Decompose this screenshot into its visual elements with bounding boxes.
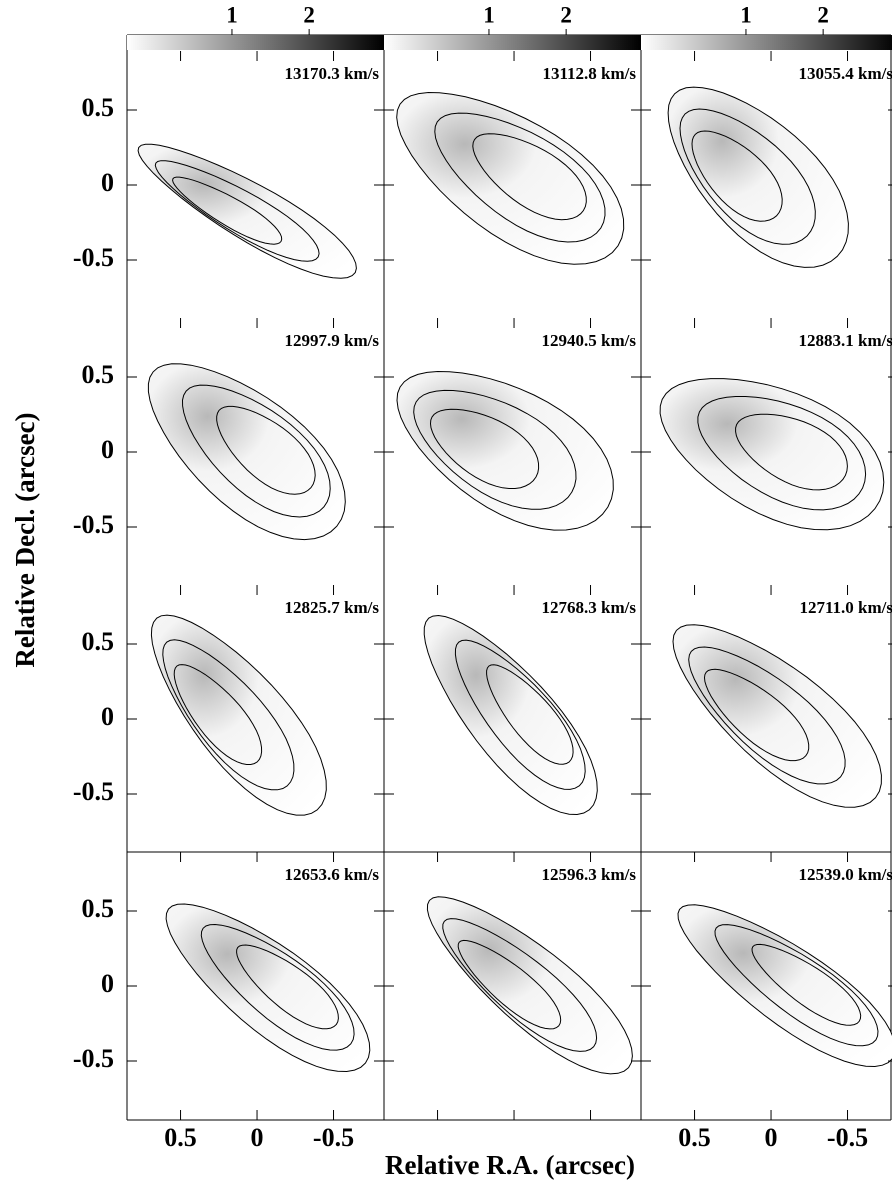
contour bbox=[442, 918, 598, 1052]
panel-label: 13170.3 km/s bbox=[285, 64, 380, 83]
contour bbox=[457, 939, 562, 1030]
contour bbox=[714, 924, 879, 1047]
contour bbox=[486, 664, 574, 765]
panel-label: 13055.4 km/s bbox=[799, 64, 892, 83]
y-tick-label: 0 bbox=[101, 168, 114, 197]
emission-region bbox=[659, 378, 885, 531]
y-axis-label: Relative Decl. (arcsec) bbox=[10, 412, 40, 667]
contour bbox=[703, 668, 810, 762]
y-tick-label: -0.5 bbox=[73, 243, 114, 272]
y-tick-label: 0 bbox=[101, 435, 114, 464]
x-tick-label: 0.5 bbox=[164, 1123, 197, 1152]
panel-label: 12653.6 km/s bbox=[285, 865, 380, 884]
contour bbox=[454, 639, 586, 790]
colorbar-tick-label: 1 bbox=[740, 2, 752, 27]
panel-label: 12539.0 km/s bbox=[799, 865, 892, 884]
colorbar-tick-label: 2 bbox=[817, 2, 829, 27]
contour bbox=[697, 396, 867, 511]
x-tick-label: -0.5 bbox=[827, 1123, 868, 1152]
panel-label: 13112.8 km/s bbox=[542, 64, 636, 83]
emission-region bbox=[423, 614, 598, 816]
panel-label: 12768.3 km/s bbox=[542, 598, 637, 617]
contour bbox=[679, 108, 816, 245]
y-tick-label: -0.5 bbox=[73, 1044, 114, 1073]
colorbar-tick-label: 2 bbox=[560, 2, 572, 27]
y-tick-label: 0 bbox=[101, 702, 114, 731]
colorbar bbox=[641, 35, 892, 50]
contour bbox=[154, 160, 320, 262]
y-tick-label: 0.5 bbox=[82, 894, 115, 923]
y-tick-label: -0.5 bbox=[73, 777, 114, 806]
colorbar-tick-label: 1 bbox=[226, 2, 238, 27]
emission-region bbox=[147, 363, 346, 541]
contour bbox=[691, 130, 783, 222]
emission-region bbox=[672, 624, 882, 808]
colorbar-tick-label: 1 bbox=[483, 2, 495, 27]
panel-label: 12997.9 km/s bbox=[285, 331, 380, 350]
x-tick-label: 0.5 bbox=[678, 1123, 711, 1152]
emission-region bbox=[426, 896, 633, 1075]
emission-region bbox=[677, 904, 892, 1068]
emission-region bbox=[137, 143, 357, 279]
x-tick-label: 0 bbox=[251, 1123, 264, 1152]
y-tick-label: 0.5 bbox=[82, 93, 115, 122]
contour bbox=[236, 944, 339, 1030]
contour bbox=[688, 646, 846, 785]
y-tick-label: 0.5 bbox=[82, 360, 115, 389]
contour bbox=[413, 389, 577, 510]
emission-region bbox=[396, 370, 614, 531]
y-tick-label: 0.5 bbox=[82, 627, 115, 656]
x-tick-label: 0 bbox=[765, 1123, 778, 1152]
contour bbox=[181, 384, 331, 518]
colorbar bbox=[384, 35, 641, 50]
panel-label: 12940.5 km/s bbox=[542, 331, 637, 350]
panel-label: 12825.7 km/s bbox=[285, 598, 380, 617]
x-axis-label: Relative R.A. (arcsec) bbox=[385, 1150, 635, 1180]
contour bbox=[434, 112, 606, 243]
emission-region bbox=[396, 91, 625, 265]
panel-label: 12711.0 km/s bbox=[799, 598, 892, 617]
colorbar-tick-label: 2 bbox=[303, 2, 315, 27]
contour bbox=[751, 943, 862, 1026]
colorbar bbox=[127, 35, 384, 50]
panel-label: 12596.3 km/s bbox=[542, 865, 637, 884]
contour bbox=[472, 133, 587, 221]
panel-label: 12883.1 km/s bbox=[799, 331, 892, 350]
y-tick-label: -0.5 bbox=[73, 510, 114, 539]
contour bbox=[173, 664, 263, 765]
x-tick-label: -0.5 bbox=[313, 1123, 354, 1152]
contour bbox=[200, 923, 355, 1051]
contour bbox=[429, 408, 540, 489]
emission-region bbox=[165, 903, 371, 1073]
contour bbox=[216, 405, 316, 495]
emission-region bbox=[667, 86, 849, 268]
y-tick-label: 0 bbox=[101, 969, 114, 998]
contour bbox=[172, 176, 283, 245]
contour bbox=[735, 413, 848, 491]
emission-region bbox=[150, 614, 327, 816]
contour bbox=[162, 639, 295, 791]
